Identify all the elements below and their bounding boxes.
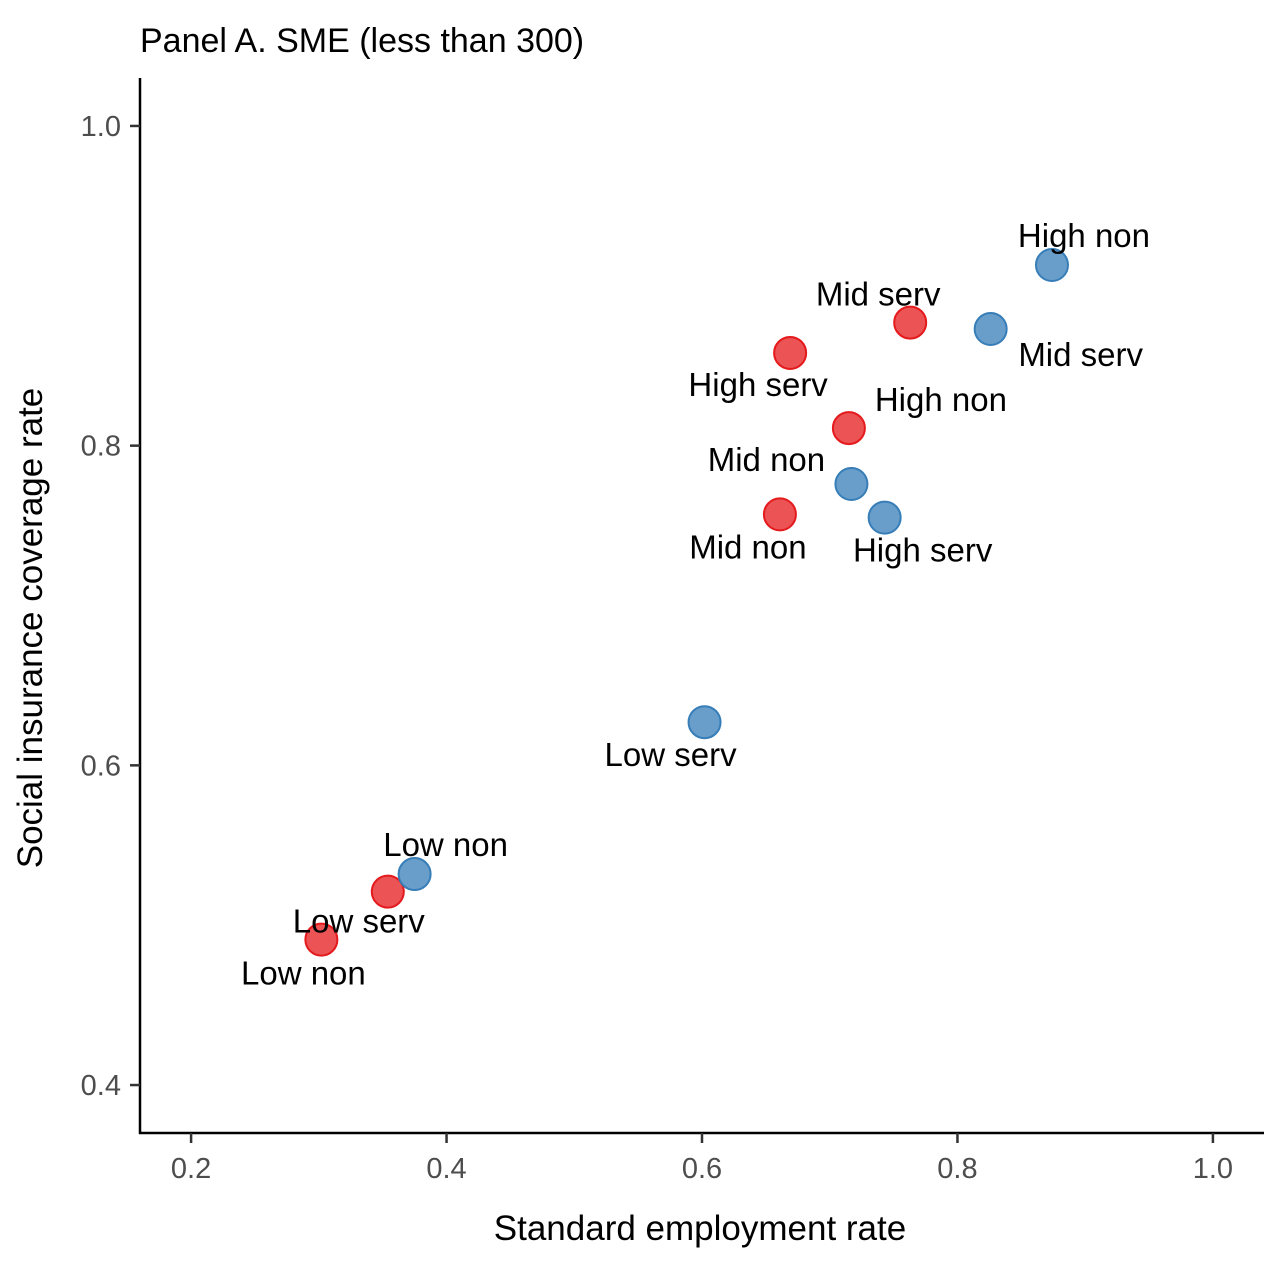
data-point-label: Mid serv xyxy=(816,276,941,313)
data-point-blue xyxy=(834,467,869,502)
axis-ticks: 0.2 0.4 0.6 0.8 1.0 0.4 0.6 0.8 1.0 xyxy=(81,111,1233,1185)
x-tick-label: 0.2 xyxy=(171,1153,211,1185)
data-point-red xyxy=(893,305,928,340)
x-tick-label: 1.0 xyxy=(1193,1153,1233,1185)
x-tick-label: 0.4 xyxy=(426,1153,466,1185)
data-point-blue xyxy=(687,705,722,740)
data-point-label: Low non xyxy=(241,955,366,992)
chart-title: Panel A. SME (less than 300) xyxy=(140,22,584,60)
y-tick-label: 0.4 xyxy=(81,1070,121,1102)
data-point-label: Mid non xyxy=(689,528,806,565)
x-tick-label: 0.6 xyxy=(682,1153,722,1185)
data-point-label: High serv xyxy=(688,366,828,403)
y-tick-label: 0.6 xyxy=(81,750,121,782)
data-point-label: Low serv xyxy=(605,736,738,773)
data-point-label: Low serv xyxy=(293,903,426,940)
data-point-label: Low non xyxy=(383,826,508,863)
y-axis-title: Social insurance coverage rate xyxy=(11,388,50,869)
data-point-label: High non xyxy=(875,381,1007,418)
y-tick-label: 0.8 xyxy=(81,431,121,463)
data-point-red xyxy=(831,411,866,446)
data-point-label: High serv xyxy=(853,532,993,569)
data-point-blue xyxy=(1034,248,1069,283)
data-points xyxy=(304,248,1069,957)
data-point-blue xyxy=(397,857,432,892)
data-point-label: High non xyxy=(1018,217,1150,254)
data-point-red xyxy=(370,874,405,909)
x-tick-label: 0.8 xyxy=(937,1153,977,1185)
data-point-red xyxy=(762,497,797,532)
data-point-red xyxy=(773,335,808,370)
data-point-label: Mid non xyxy=(708,441,825,478)
data-point-red xyxy=(304,922,339,957)
y-tick-label: 1.0 xyxy=(81,111,121,143)
data-point-blue xyxy=(867,500,902,535)
data-point-blue xyxy=(973,311,1008,346)
point-labels: Low non Low serv Mid non High serv High non M… xyxy=(241,217,1150,992)
x-axis-title: Standard employment rate xyxy=(494,1209,906,1248)
data-point-label: Mid serv xyxy=(1018,336,1143,373)
